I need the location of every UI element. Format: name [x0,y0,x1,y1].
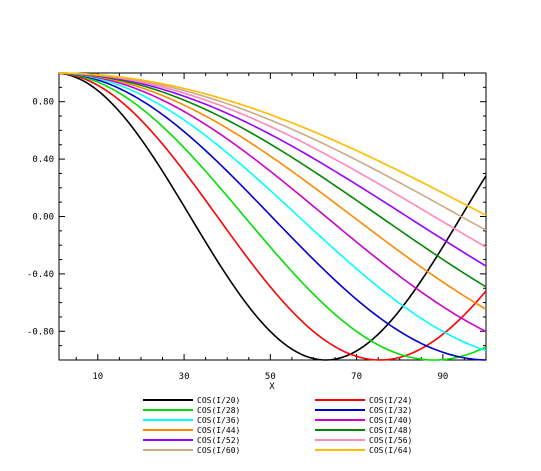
legend-label: COS(I/32) [369,406,412,415]
legend-label: COS(I/52) [197,436,240,445]
y-tick-label: 0.80 [32,98,54,108]
x-tick-labels: 10 30 50 70 90 [92,372,448,382]
series-line [58,72,487,248]
x-tick-label: 10 [92,372,103,382]
legend-label: COS(I/48) [369,426,412,435]
y-tick-label: -0.40 [27,270,54,280]
legend-label: COS(I/40) [369,416,412,425]
legend-label: COS(I/56) [369,436,412,445]
legend-label: COS(I/28) [197,406,240,415]
series-line [58,72,487,361]
x-tick-label: 90 [437,372,448,382]
legend-label: COS(I/24) [369,396,412,405]
y-tick-label: 0.40 [32,155,54,165]
series-line [58,72,487,310]
series-line [58,72,487,333]
legend-label: COS(I/44) [197,426,240,435]
y-tick-labels: 0.80 0.40 0.00 -0.40 -0.80 [27,98,54,338]
series-line [58,72,487,231]
y-tick-label: 0.00 [32,213,54,223]
series-line [58,72,487,361]
series-line [58,72,487,352]
series-line [58,72,487,267]
y-tick-label: -0.80 [27,327,54,337]
series-lines [58,72,487,361]
series-line [58,72,487,361]
series-line [58,72,487,361]
series-line [58,72,487,217]
legend-label: COS(I/20) [197,396,240,405]
x-axis-label: X [269,382,275,392]
series-line [58,72,487,288]
x-tick-label: 70 [351,372,362,382]
legend-label: COS(I/60) [197,446,240,455]
x-tick-label: 50 [265,372,276,382]
legend-label: COS(I/36) [197,416,240,425]
legend-label: COS(I/64) [369,446,412,455]
x-tick-label: 30 [179,372,190,382]
legend: COS(I/20) COS(I/24)COS(I/28) COS(I/32)COS(… [143,396,412,455]
